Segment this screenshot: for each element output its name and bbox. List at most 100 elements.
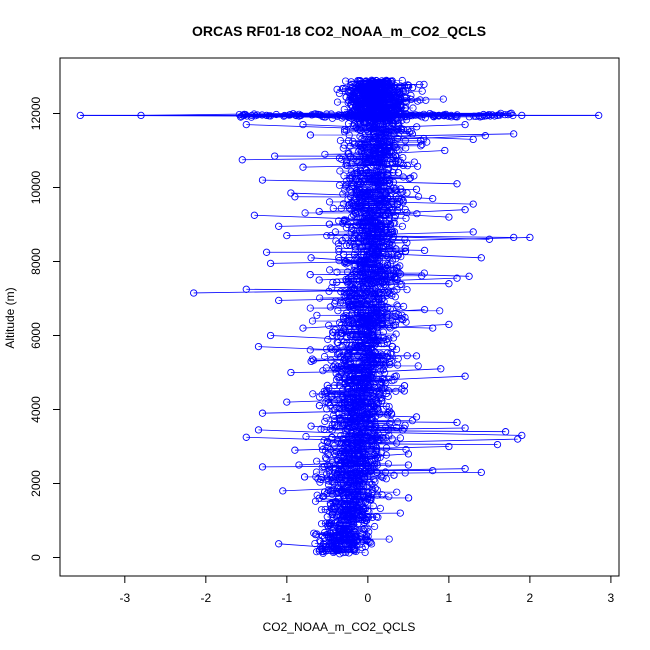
data-point xyxy=(400,82,409,90)
data-point xyxy=(394,302,402,311)
data-point xyxy=(337,536,345,544)
data-point xyxy=(391,321,399,329)
data-point xyxy=(329,328,337,336)
data-point xyxy=(358,508,367,516)
data-point xyxy=(382,389,391,397)
data-point xyxy=(363,388,371,397)
data-point xyxy=(329,332,337,340)
data-point xyxy=(348,390,356,398)
data-point xyxy=(379,96,387,105)
data-point xyxy=(453,111,461,119)
outlier-point xyxy=(501,428,510,436)
data-point xyxy=(379,435,387,443)
data-point xyxy=(354,508,362,516)
outlier-point xyxy=(453,274,461,282)
data-point xyxy=(361,457,369,465)
data-point xyxy=(369,364,378,372)
data-point xyxy=(324,438,332,446)
outlier-point xyxy=(266,331,275,340)
data-point xyxy=(377,272,386,280)
data-point xyxy=(368,210,376,218)
data-point xyxy=(373,491,381,499)
data-point xyxy=(363,191,372,199)
data-point xyxy=(354,253,362,261)
data-point xyxy=(399,125,408,133)
data-point xyxy=(339,113,348,121)
data-point xyxy=(383,182,391,190)
data-point xyxy=(364,513,373,522)
data-point xyxy=(342,157,350,165)
data-point xyxy=(436,307,444,315)
data-point xyxy=(326,424,335,433)
data-point xyxy=(348,97,356,106)
data-point xyxy=(308,317,317,325)
data-point xyxy=(370,255,378,263)
data-point xyxy=(387,200,395,209)
data-point xyxy=(391,312,399,320)
outlier-point xyxy=(461,206,469,214)
data-point xyxy=(378,294,386,303)
data-point xyxy=(345,519,353,528)
data-point xyxy=(396,434,404,442)
outlier-point xyxy=(283,231,291,240)
data-point xyxy=(389,178,398,186)
data-point xyxy=(382,475,390,483)
data-point xyxy=(346,142,354,150)
data-point xyxy=(336,137,344,145)
outlier-point xyxy=(262,111,271,120)
data-point xyxy=(367,221,376,229)
data-point xyxy=(377,285,385,293)
data-point xyxy=(343,126,351,135)
outlier-point xyxy=(445,213,453,221)
data-point xyxy=(354,337,363,345)
data-point xyxy=(363,536,371,545)
data-point xyxy=(367,399,376,407)
data-point xyxy=(381,263,389,271)
data-point xyxy=(382,251,390,259)
outlier-point xyxy=(258,176,267,184)
data-point xyxy=(339,190,347,198)
data-point xyxy=(368,365,376,373)
data-point xyxy=(341,186,349,194)
data-point xyxy=(351,496,359,504)
data-point xyxy=(420,110,428,118)
data-point xyxy=(387,131,395,139)
data-point xyxy=(382,223,390,231)
data-point xyxy=(336,298,344,307)
data-point xyxy=(326,266,334,274)
data-point xyxy=(392,92,400,101)
data-point xyxy=(371,248,380,256)
data-point xyxy=(337,288,345,296)
x-axis-label: CO2_NOAA_m_CO2_QCLS xyxy=(263,620,416,634)
data-point xyxy=(387,417,395,425)
data-point xyxy=(358,406,367,415)
data-point xyxy=(327,232,335,240)
x-tick-label: 2 xyxy=(527,591,534,605)
data-point xyxy=(354,111,362,119)
excursion-line xyxy=(311,357,364,362)
outlier-point xyxy=(412,185,421,193)
data-point xyxy=(371,219,380,227)
data-point xyxy=(326,344,334,352)
data-point xyxy=(374,210,382,218)
data-point xyxy=(399,316,407,324)
data-point xyxy=(363,524,371,532)
data-point xyxy=(340,259,349,267)
data-point xyxy=(336,550,344,558)
data-point xyxy=(348,213,356,221)
data-point xyxy=(372,468,381,476)
data-point xyxy=(340,500,348,509)
outlier-point xyxy=(275,540,283,548)
outlier-point xyxy=(420,305,429,314)
data-point xyxy=(346,467,354,476)
data-point xyxy=(377,472,385,481)
data-point xyxy=(337,449,345,457)
data-point xyxy=(390,214,398,222)
data-point xyxy=(490,112,499,120)
data-point xyxy=(350,363,358,371)
data-point xyxy=(378,169,386,177)
data-point xyxy=(391,152,399,160)
outlier-point xyxy=(287,368,295,377)
data-point xyxy=(403,162,412,170)
data-point xyxy=(379,91,387,99)
